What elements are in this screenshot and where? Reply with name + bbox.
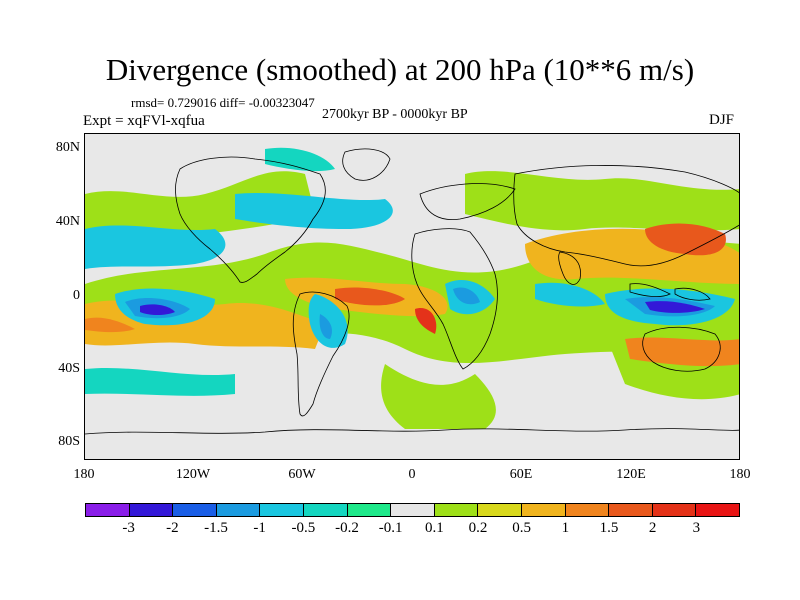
legend-box [652, 504, 697, 516]
legend-label: 0.5 [512, 520, 532, 536]
color-legend [85, 503, 740, 517]
period-subtitle: 2700kyr BP - 0000kyr BP [322, 107, 468, 122]
legend-label: -3 [122, 520, 135, 536]
lat-label-40s: 40S [58, 361, 80, 376]
legend-box [521, 504, 566, 516]
legend-label: -0.1 [378, 520, 403, 536]
legend-box [565, 504, 610, 516]
legend-box [303, 504, 348, 516]
legend-box [216, 504, 261, 516]
lat-label-80s: 80S [58, 434, 80, 449]
legend-label: 3 [692, 520, 701, 536]
map-title: Divergence (smoothed) at 200 hPa (10**6 … [105, 52, 695, 87]
lon-label-120e: 120E [616, 467, 646, 482]
lon-label-180e: 180 [729, 467, 751, 482]
coastlines [85, 148, 739, 435]
legend-label: 0.2 [468, 520, 488, 536]
divergence-map [85, 134, 739, 459]
legend-box [696, 504, 739, 516]
legend-box [478, 504, 522, 516]
legend-box [129, 504, 174, 516]
lon-label-180w: 180 [73, 467, 95, 482]
legend-label: -2 [166, 520, 179, 536]
legend-label: -0.2 [335, 520, 359, 536]
legend-box [347, 504, 392, 516]
lon-label-60w: 60W [288, 467, 316, 482]
experiment-label: Expt = xqFVl-xqfua [83, 113, 205, 129]
legend-label: -1 [253, 520, 266, 536]
legend-box [86, 504, 130, 516]
map-panel [84, 133, 740, 460]
legend-box [260, 504, 304, 516]
lat-label-80n: 80N [55, 140, 80, 155]
legend-box [391, 504, 435, 516]
lat-label-eq: 0 [73, 288, 80, 303]
legend-label: 0.1 [424, 520, 444, 536]
legend-label: -0.5 [291, 520, 316, 536]
season-label: DJF [709, 112, 735, 128]
lon-label-120w: 120W [175, 467, 211, 482]
legend-box [609, 504, 653, 516]
legend-label: 1.5 [599, 520, 619, 536]
legend-label: 1 [561, 520, 570, 536]
lat-label-40n: 40N [55, 214, 80, 229]
contour-fill [85, 147, 739, 429]
legend-box [434, 504, 479, 516]
stats-text: rmsd= 0.729016 diff= -0.00323047 [131, 95, 315, 110]
lon-label-60e: 60E [509, 467, 533, 482]
lon-label-0: 0 [408, 467, 416, 482]
legend-label: -1.5 [204, 520, 228, 536]
legend-label: 2 [648, 520, 657, 536]
legend-box [173, 504, 217, 516]
